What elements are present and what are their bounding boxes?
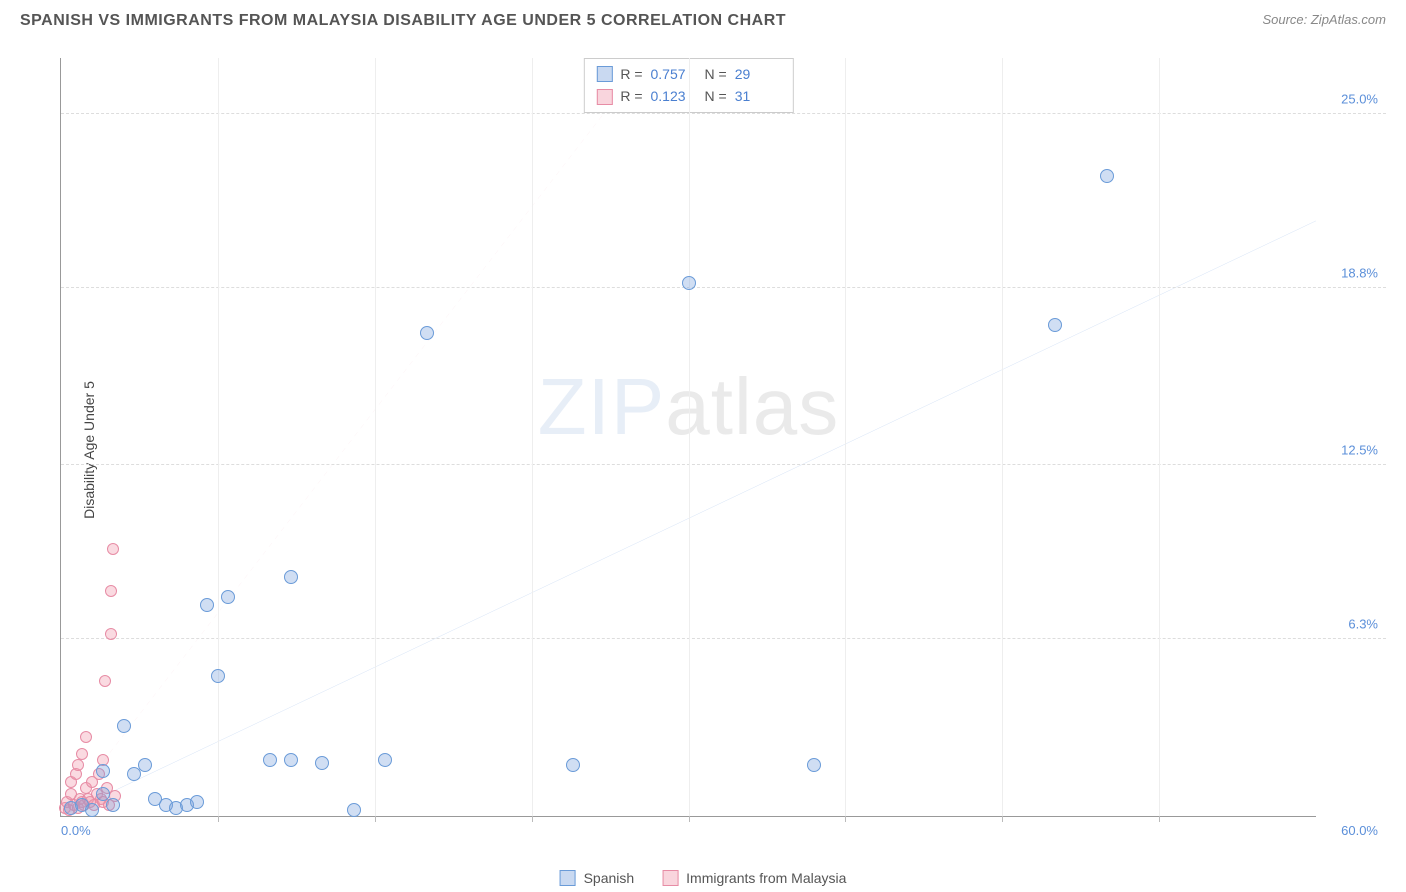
gridline-v [1002, 58, 1003, 816]
x-tick [689, 816, 690, 822]
data-point-pink [105, 585, 117, 597]
data-point-blue [263, 753, 277, 767]
data-point-pink [80, 731, 92, 743]
data-point-pink [76, 748, 88, 760]
data-point-blue [284, 753, 298, 767]
data-point-blue [315, 756, 329, 770]
data-point-blue [85, 803, 99, 817]
stat-n-label: N = [705, 63, 727, 85]
chart-title: SPANISH VS IMMIGRANTS FROM MALAYSIA DISA… [20, 12, 786, 30]
data-point-blue [807, 758, 821, 772]
legend-swatch-blue [560, 870, 576, 886]
data-point-blue [682, 276, 696, 290]
gridline-v [218, 58, 219, 816]
legend-label: Immigrants from Malaysia [686, 870, 846, 886]
data-point-pink [72, 759, 84, 771]
x-tick [1002, 816, 1003, 822]
stat-r-value: 0.757 [651, 63, 697, 85]
data-point-blue [117, 719, 131, 733]
data-point-blue [347, 803, 361, 817]
y-tick-label: 18.8% [1341, 266, 1378, 281]
x-tick [845, 816, 846, 822]
source-prefix: Source: [1262, 12, 1310, 27]
source-attribution: Source: ZipAtlas.com [1262, 12, 1386, 27]
gridline-h [61, 113, 1386, 114]
y-tick-label: 6.3% [1348, 617, 1378, 632]
y-tick-label: 25.0% [1341, 92, 1378, 107]
stats-swatch-pink [596, 89, 612, 105]
x-tick [1159, 816, 1160, 822]
data-point-blue [378, 753, 392, 767]
legend-label: Spanish [584, 870, 635, 886]
legend-swatch-pink [662, 870, 678, 886]
gridline-h [61, 464, 1386, 465]
x-max-label: 60.0% [1341, 823, 1378, 838]
stats-swatch-blue [596, 66, 612, 82]
chart-container: Disability Age Under 5 ZIPatlas R = 0.75… [50, 48, 1386, 852]
stat-r-value: 0.123 [651, 85, 697, 107]
data-point-pink [105, 628, 117, 640]
data-point-blue [211, 669, 225, 683]
data-point-blue [284, 570, 298, 584]
gridline-v [375, 58, 376, 816]
data-point-blue [190, 795, 204, 809]
data-point-blue [1048, 318, 1062, 332]
data-point-pink [99, 675, 111, 687]
stat-n-label: N = [705, 85, 727, 107]
data-point-blue [420, 326, 434, 340]
stat-n-value: 29 [735, 63, 781, 85]
gridline-h [61, 287, 1386, 288]
gridline-v [689, 58, 690, 816]
stat-r-label: R = [620, 85, 642, 107]
y-tick-label: 12.5% [1341, 443, 1378, 458]
data-point-pink [107, 543, 119, 555]
x-tick [532, 816, 533, 822]
data-point-blue [96, 787, 110, 801]
legend-item-malaysia: Immigrants from Malaysia [662, 870, 846, 886]
stat-n-value: 31 [735, 85, 781, 107]
legend: Spanish Immigrants from Malaysia [560, 870, 847, 886]
stat-r-label: R = [620, 63, 642, 85]
source-name: ZipAtlas.com [1311, 12, 1386, 27]
data-point-blue [1100, 169, 1114, 183]
x-origin-label: 0.0% [61, 823, 91, 838]
gridline-h [61, 638, 1386, 639]
data-point-blue [566, 758, 580, 772]
x-tick [375, 816, 376, 822]
data-point-blue [221, 590, 235, 604]
watermark-bold: ZIP [538, 362, 665, 451]
data-point-blue [96, 764, 110, 778]
watermark-thin: atlas [665, 362, 839, 451]
x-tick [218, 816, 219, 822]
gridline-v [532, 58, 533, 816]
data-point-blue [200, 598, 214, 612]
legend-item-spanish: Spanish [560, 870, 635, 886]
gridline-v [845, 58, 846, 816]
gridline-v [1159, 58, 1160, 816]
data-point-blue [138, 758, 152, 772]
data-point-blue [106, 798, 120, 812]
plot-area: ZIPatlas R = 0.757 N = 29 R = 0.123 N = … [60, 58, 1316, 817]
